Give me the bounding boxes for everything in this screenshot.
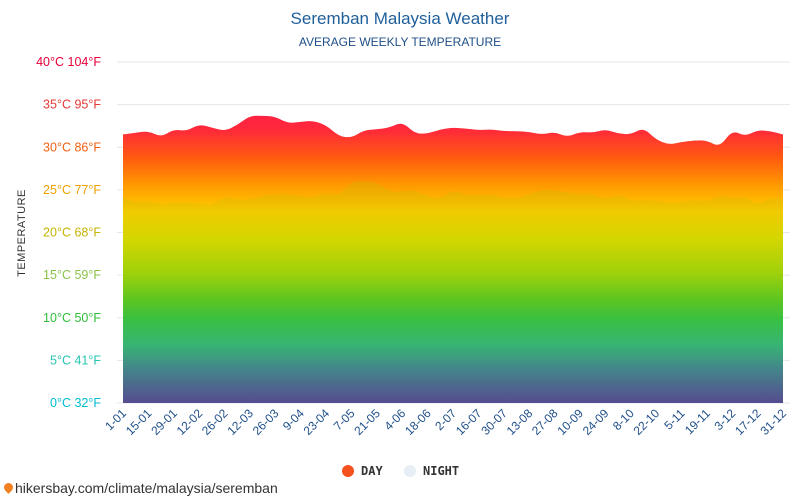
y-axis-ticks: 0°C 32°F 5°C 41°F 10°C 50°F 15°C 59°F 20°C 6… — [36, 55, 101, 410]
y-tick-label: 10°C 50°F — [43, 311, 101, 325]
legend-day-label: DAY — [361, 464, 383, 478]
y-tick-label: 35°C 95°F — [43, 98, 101, 112]
x-tick-label: 22-10 — [631, 406, 663, 438]
source-footer[interactable]: hikersbay.com/climate/malaysia/seremban — [2, 480, 278, 496]
chart-subtitle: AVERAGE WEEKLY TEMPERATURE — [299, 35, 501, 49]
x-tick-label: 26-03 — [250, 406, 282, 438]
x-tick-label: 16-07 — [453, 406, 485, 438]
y-tick-label: 30°C 86°F — [43, 140, 101, 154]
legend-item-day[interactable]: DAY — [342, 464, 383, 478]
x-tick-label: 27-08 — [529, 406, 561, 438]
x-axis-ticks: 1-0115-0129-0112-0226-0212-0326-039-0423… — [102, 406, 789, 438]
x-tick-label: 21-05 — [351, 406, 383, 438]
y-tick-label: 25°C 77°F — [43, 183, 101, 197]
x-tick-label: 19-11 — [682, 406, 713, 437]
location-pin-icon — [2, 481, 15, 494]
x-tick-label: 15-01 — [123, 406, 155, 438]
legend-day-marker — [342, 465, 354, 477]
day-series-area — [123, 115, 783, 403]
x-tick-label: 24-09 — [580, 406, 612, 438]
x-tick-label: 12-03 — [224, 406, 256, 438]
y-tick-label: 20°C 68°F — [43, 226, 101, 240]
x-tick-label: 23-04 — [301, 406, 333, 438]
legend-night-marker — [404, 465, 416, 477]
night-series-area — [123, 181, 783, 403]
x-tick-label: 18-06 — [402, 406, 434, 438]
x-tick-label: 17-12 — [732, 406, 764, 438]
y-tick-label: 15°C 59°F — [43, 268, 101, 282]
y-tick-label: 0°C 32°F — [50, 396, 101, 410]
y-axis-label: TEMPERATURE — [16, 189, 28, 277]
x-tick-label: 10-09 — [554, 406, 586, 438]
x-tick-label: 26-02 — [199, 406, 231, 438]
y-tick-label: 5°C 41°F — [50, 353, 101, 367]
legend-night-label: NIGHT — [423, 464, 459, 478]
legend-item-night[interactable]: NIGHT — [404, 464, 459, 478]
y-tick-label: 40°C 104°F — [36, 55, 101, 69]
legend: DAY NIGHT — [342, 464, 459, 478]
x-tick-label: 29-01 — [148, 406, 180, 438]
x-tick-label: 13-08 — [504, 406, 536, 438]
x-tick-label: 31-12 — [758, 406, 790, 438]
chart-title: Seremban Malaysia Weather — [291, 9, 510, 28]
source-link[interactable]: hikersbay.com/climate/malaysia/seremban — [15, 480, 278, 496]
x-tick-label: 30-07 — [478, 406, 510, 438]
x-tick-label: 12-02 — [174, 406, 206, 438]
